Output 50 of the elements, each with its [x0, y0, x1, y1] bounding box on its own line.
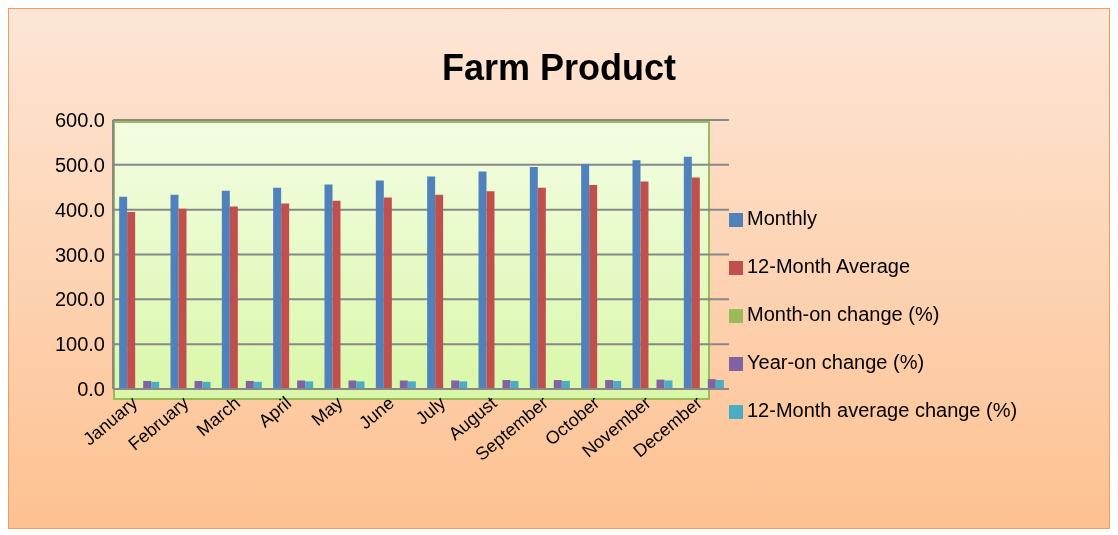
bar	[229, 206, 238, 389]
y-tick-label: 200.0	[54, 288, 105, 311]
y-tick-label: 0.0	[77, 378, 105, 401]
bar	[537, 187, 546, 389]
bar	[664, 380, 673, 389]
legend-label: 12-Month Average	[747, 255, 911, 277]
bar	[305, 381, 314, 389]
bar	[707, 379, 716, 389]
bar	[478, 171, 487, 389]
bar	[348, 380, 357, 389]
bar	[427, 176, 436, 389]
bar	[324, 184, 333, 389]
y-tick-label: 300.0	[54, 243, 105, 266]
y-tick-label: 500.0	[54, 153, 105, 176]
bar	[375, 180, 384, 389]
chart-title: Farm Product	[440, 46, 677, 90]
y-tick-label: 100.0	[54, 333, 105, 356]
bar	[399, 380, 408, 389]
bar	[170, 194, 179, 389]
legend-label: 12-Month average change (%)	[747, 399, 1018, 421]
bar	[332, 200, 341, 389]
bar	[435, 194, 444, 389]
bar	[451, 380, 460, 389]
bar	[356, 381, 365, 389]
x-tick-label: June	[355, 392, 398, 434]
bar	[691, 177, 700, 389]
bar	[383, 197, 392, 389]
bar	[297, 380, 306, 389]
bar	[281, 203, 290, 389]
y-tick-label: 400.0	[54, 198, 105, 221]
bar	[221, 190, 230, 389]
bar	[640, 181, 649, 389]
legend-label: Year-on change (%)	[747, 351, 925, 373]
bar	[683, 156, 692, 389]
bar	[459, 381, 468, 389]
bar	[407, 381, 416, 389]
bar	[273, 187, 282, 389]
legend-label: Month-on change (%)	[747, 303, 940, 325]
bar	[119, 196, 128, 389]
legend-label: Monthly	[747, 207, 818, 229]
bar	[178, 208, 187, 389]
bar	[632, 160, 641, 389]
x-tick-label: May	[307, 392, 347, 430]
bar	[581, 163, 590, 389]
bar	[589, 185, 598, 389]
x-tick-label: July	[411, 392, 450, 429]
y-tick-label: 600.0	[54, 109, 105, 132]
bar	[529, 167, 538, 389]
bar	[127, 211, 136, 389]
bar	[486, 191, 495, 389]
